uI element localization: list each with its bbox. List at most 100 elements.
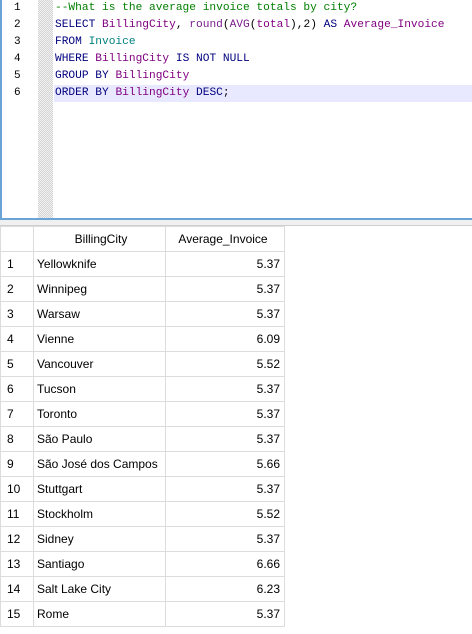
cell-billingcity[interactable]: Sidney (33, 526, 166, 552)
code-token: WHERE (55, 53, 96, 65)
cell-billingcity[interactable]: Vancouver (33, 351, 166, 377)
table-row[interactable]: 5 Vancouver 5.52 (0, 351, 285, 377)
row-number[interactable]: 6 (0, 376, 34, 402)
row-number[interactable]: 2 (0, 276, 34, 302)
code-token: FROM (55, 36, 89, 48)
code-token: SELECT (55, 19, 102, 31)
cell-average-invoice[interactable]: 5.66 (165, 451, 285, 477)
code-line[interactable]: WHERE BillingCity IS NOT NULL (54, 51, 472, 68)
table-row[interactable]: 11 Stockholm 5.52 (0, 501, 285, 527)
table-row[interactable]: 3 Warsaw 5.37 (0, 301, 285, 327)
cell-billingcity[interactable]: Winnipeg (33, 276, 166, 302)
row-number[interactable]: 3 (0, 301, 34, 327)
line-number: 1 (14, 2, 21, 14)
code-line[interactable]: SELECT BillingCity, round(AVG(total),2) … (54, 17, 472, 34)
cell-average-invoice[interactable]: 5.37 (165, 251, 285, 277)
code-token: BillingCity (115, 70, 190, 82)
column-header-average-invoice[interactable]: Average_Invoice (165, 226, 285, 252)
cell-average-invoice[interactable]: 6.09 (165, 326, 285, 352)
fold-margin (38, 0, 53, 218)
row-number[interactable]: 15 (0, 601, 34, 627)
cell-average-invoice[interactable]: 5.37 (165, 601, 285, 627)
row-number[interactable]: 1 (0, 251, 34, 277)
results-grid[interactable]: BillingCity Average_Invoice 1 Yellowknife… (0, 226, 472, 634)
code-token: GROUP BY (55, 70, 116, 82)
code-token: BillingCity (115, 87, 197, 99)
cell-billingcity[interactable]: Santiago (33, 551, 166, 577)
row-number[interactable]: 11 (0, 501, 34, 527)
corner-cell[interactable] (0, 226, 34, 252)
row-number[interactable]: 14 (0, 576, 34, 602)
table-row[interactable]: 9 São José dos Campos 5.66 (0, 451, 285, 477)
code-token: BillingCity (102, 19, 176, 31)
sql-editor[interactable]: 1 2 3 4 5 6 --What is the average invoice tot… (0, 0, 472, 220)
code-token: --What is the average invoice totals by … (55, 2, 358, 14)
code-line[interactable]: ORDER BY BillingCity DESC; (54, 85, 472, 102)
code-token: ( (222, 19, 230, 31)
code-line[interactable]: GROUP BY BillingCity (54, 68, 472, 85)
code-token: Average_Invoice (343, 19, 445, 31)
cell-average-invoice[interactable]: 5.37 (165, 401, 285, 427)
cell-billingcity[interactable]: Yellowknife (33, 251, 166, 277)
code-token: IS NOT NULL (175, 53, 250, 65)
cell-average-invoice[interactable]: 5.37 (165, 476, 285, 502)
code-area[interactable]: --What is the average invoice totals by … (54, 0, 472, 102)
cell-billingcity[interactable]: Stockholm (33, 501, 166, 527)
table-row[interactable]: 13 Santiago 6.66 (0, 551, 285, 577)
code-line[interactable]: FROM Invoice (54, 34, 472, 51)
table-row[interactable]: 15 Rome 5.37 (0, 601, 285, 627)
row-number[interactable]: 5 (0, 351, 34, 377)
cell-billingcity[interactable]: Warsaw (33, 301, 166, 327)
editor-border (0, 218, 472, 220)
code-token: round (189, 19, 223, 31)
cell-billingcity[interactable]: Tucson (33, 376, 166, 402)
line-number: 4 (14, 53, 21, 65)
code-token: ; (222, 87, 230, 99)
line-number: 2 (14, 19, 21, 31)
table-row[interactable]: 10 Stuttgart 5.37 (0, 476, 285, 502)
row-number[interactable]: 9 (0, 451, 34, 477)
code-token: , (175, 19, 190, 31)
cell-average-invoice[interactable]: 5.37 (165, 276, 285, 302)
cell-billingcity[interactable]: Rome (33, 601, 166, 627)
code-token: DESC (196, 87, 223, 99)
cell-average-invoice[interactable]: 6.66 (165, 551, 285, 577)
cell-billingcity[interactable]: Toronto (33, 401, 166, 427)
pane-splitter[interactable] (0, 220, 472, 226)
row-number[interactable]: 4 (0, 326, 34, 352)
row-number[interactable]: 7 (0, 401, 34, 427)
cell-billingcity[interactable]: Salt Lake City (33, 576, 166, 602)
cell-billingcity[interactable]: São Paulo (33, 426, 166, 452)
table-row[interactable]: 6 Tucson 5.37 (0, 376, 285, 402)
line-number-gutter: 1 2 3 4 5 6 (4, 0, 39, 218)
code-token: ),2) (290, 19, 324, 31)
table-row[interactable]: 12 Sidney 5.37 (0, 526, 285, 552)
row-number[interactable]: 10 (0, 476, 34, 502)
cell-average-invoice[interactable]: 6.23 (165, 576, 285, 602)
line-number: 5 (14, 70, 21, 82)
cell-average-invoice[interactable]: 5.37 (165, 376, 285, 402)
cell-billingcity[interactable]: Stuttgart (33, 476, 166, 502)
cell-average-invoice[interactable]: 5.37 (165, 301, 285, 327)
row-number[interactable]: 12 (0, 526, 34, 552)
column-header-billingcity[interactable]: BillingCity (33, 226, 166, 252)
cell-billingcity[interactable]: Vienne (33, 326, 166, 352)
cell-average-invoice[interactable]: 5.52 (165, 351, 285, 377)
row-number[interactable]: 8 (0, 426, 34, 452)
code-line[interactable]: --What is the average invoice totals by … (54, 0, 472, 17)
row-number[interactable]: 13 (0, 551, 34, 577)
cell-average-invoice[interactable]: 5.37 (165, 526, 285, 552)
code-token: AS (323, 19, 344, 31)
cell-average-invoice[interactable]: 5.52 (165, 501, 285, 527)
table-row[interactable]: 4 Vienne 6.09 (0, 326, 285, 352)
cell-average-invoice[interactable]: 5.37 (165, 426, 285, 452)
code-token: BillingCity (95, 53, 176, 65)
line-number: 6 (14, 87, 21, 99)
table-row[interactable]: 14 Salt Lake City 6.23 (0, 576, 285, 602)
table-row[interactable]: 7 Toronto 5.37 (0, 401, 285, 427)
table-row[interactable]: 2 Winnipeg 5.37 (0, 276, 285, 302)
cell-billingcity[interactable]: São José dos Campos (33, 451, 166, 477)
table-row[interactable]: 8 São Paulo 5.37 (0, 426, 285, 452)
table-row[interactable]: 1 Yellowknife 5.37 (0, 251, 285, 277)
code-token: total (256, 19, 291, 31)
